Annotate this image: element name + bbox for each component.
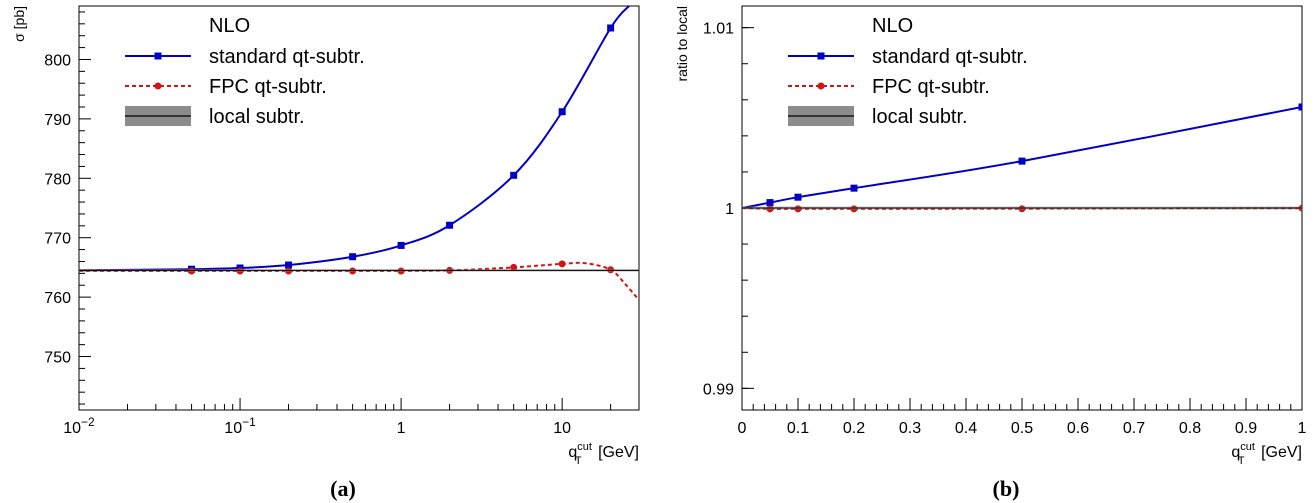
x-tick-label: 10−1 xyxy=(224,415,256,437)
y-tick-label: 1.01 xyxy=(703,21,734,38)
x-tick-label: 0.2 xyxy=(843,420,865,437)
y-tick-label: 760 xyxy=(44,290,71,307)
plot-area xyxy=(79,6,639,301)
legend-label: FPC qt-subtr. xyxy=(209,76,327,98)
y-tick-label: 770 xyxy=(44,231,71,248)
standard-point xyxy=(850,184,858,192)
y-axis-title: σ [pb] xyxy=(11,6,27,42)
fpc-point xyxy=(558,260,566,268)
legend: NLO standard qt-subtr. FPC qt-subtr. local … xyxy=(125,15,365,128)
legend-title: NLO xyxy=(209,15,250,37)
x-tick-label: 10−2 xyxy=(63,415,95,437)
legend-standard-marker xyxy=(154,52,162,60)
x-tick-label: 0.7 xyxy=(1123,420,1145,437)
legend-label: local subtr. xyxy=(209,106,305,128)
x-tick-label: 0.6 xyxy=(1067,420,1089,437)
legend-label: standard qt-subtr. xyxy=(872,46,1028,68)
legend: NLO standard qt-subtr. FPC qt-subtr. local … xyxy=(788,15,1028,128)
plot-area xyxy=(742,103,1302,213)
y-axis-title: ratio to local xyxy=(674,6,690,81)
standard-point xyxy=(794,193,802,201)
y-tick-label: 1 xyxy=(725,201,734,218)
legend-label: FPC qt-subtr. xyxy=(872,76,990,98)
x-tick-label: 1 xyxy=(1298,420,1307,437)
chart-panel-b: 0 0.1 0.2 0.3 0.4 0.5 0.6 0.7 0.8 0.9 1 0.99 1 1.01 ra… xyxy=(674,5,1307,467)
x-tick-label: 10 xyxy=(553,420,571,437)
x-tick-label: 0.8 xyxy=(1179,420,1201,437)
legend-fpc-marker xyxy=(817,82,825,90)
x-tick-label: 0.1 xyxy=(787,420,809,437)
legend-fpc-marker xyxy=(154,82,162,90)
chart-panel-a: 10−2 10−1 1 10 750 760 770 780 790 800 σ [pb] qcut T… xyxy=(11,5,640,467)
x-tick-label: 0.4 xyxy=(955,420,977,437)
standard-point xyxy=(1018,157,1026,165)
standard-point xyxy=(285,261,293,269)
x-tick-label: 0.9 xyxy=(1235,420,1257,437)
standard-point xyxy=(349,253,357,261)
standard-point xyxy=(397,241,405,249)
x-tick-label: 0.3 xyxy=(899,420,921,437)
y-tick-label: 0.99 xyxy=(703,381,734,398)
standard-point xyxy=(1298,103,1302,111)
fpc-point xyxy=(510,263,518,271)
x-tick-label: 0 xyxy=(738,420,747,437)
x-tick-label: 1 xyxy=(397,420,406,437)
y-tick-label: 800 xyxy=(44,52,71,69)
y-tick-label: 780 xyxy=(44,171,71,188)
standard-point xyxy=(446,221,454,229)
standard-point xyxy=(558,108,566,116)
y-tick-label: 790 xyxy=(44,112,71,129)
standard-point xyxy=(766,199,774,207)
fpc-series-line xyxy=(79,261,639,301)
plot-frame xyxy=(78,5,640,411)
x-tick-label: 0.5 xyxy=(1011,420,1033,437)
panel-label-b: (b) xyxy=(993,476,1020,501)
standard-point xyxy=(510,171,518,179)
legend-title: NLO xyxy=(872,15,913,37)
x-axis-title: qcut T [GeV] xyxy=(1231,441,1302,467)
standard-point xyxy=(607,24,615,32)
legend-label: local subtr. xyxy=(872,106,968,128)
panel-label-a: (a) xyxy=(330,476,356,501)
x-axis-title: qcut T [GeV] xyxy=(568,441,639,467)
legend-standard-marker xyxy=(817,52,825,60)
legend-label: standard qt-subtr. xyxy=(209,46,365,68)
y-tick-label: 750 xyxy=(44,350,71,367)
